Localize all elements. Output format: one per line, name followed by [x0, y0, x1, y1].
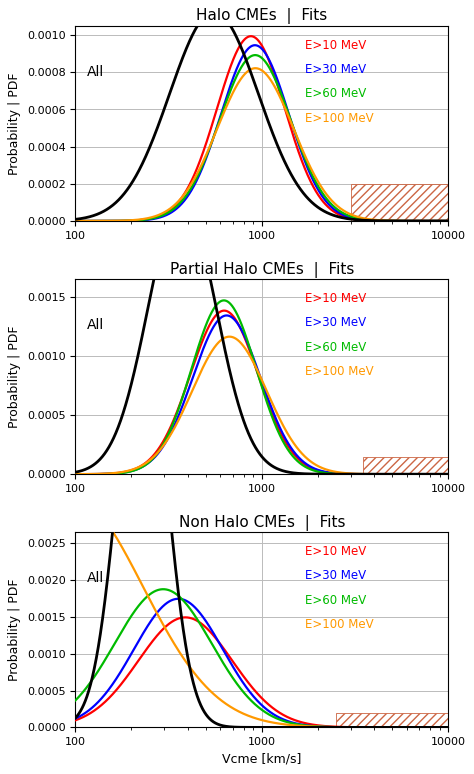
Text: E>10 MeV: E>10 MeV: [305, 545, 366, 558]
Text: E>30 MeV: E>30 MeV: [305, 63, 366, 76]
Text: E>30 MeV: E>30 MeV: [305, 570, 366, 582]
Title: Non Halo CMEs  |  Fits: Non Halo CMEs | Fits: [179, 515, 345, 531]
Text: All: All: [87, 65, 104, 79]
Bar: [336, 713, 448, 728]
Bar: [351, 184, 448, 221]
Text: E>60 MeV: E>60 MeV: [305, 87, 366, 101]
Title: Partial Halo CMEs  |  Fits: Partial Halo CMEs | Fits: [170, 262, 354, 278]
Text: All: All: [87, 318, 104, 332]
Text: E>10 MeV: E>10 MeV: [305, 292, 366, 305]
X-axis label: Vcme [km/s]: Vcme [km/s]: [222, 752, 301, 765]
Text: E>30 MeV: E>30 MeV: [305, 316, 366, 329]
Text: E>60 MeV: E>60 MeV: [305, 341, 366, 354]
Text: E>100 MeV: E>100 MeV: [305, 111, 373, 125]
Title: Halo CMEs  |  Fits: Halo CMEs | Fits: [196, 9, 328, 24]
Text: All: All: [87, 571, 104, 585]
Text: E>100 MeV: E>100 MeV: [305, 618, 373, 631]
Text: E>60 MeV: E>60 MeV: [305, 594, 366, 607]
Text: E>10 MeV: E>10 MeV: [305, 39, 366, 52]
Y-axis label: Probability | PDF: Probability | PDF: [9, 325, 21, 428]
Y-axis label: Probability | PDF: Probability | PDF: [9, 579, 21, 681]
Text: E>100 MeV: E>100 MeV: [305, 365, 373, 378]
Y-axis label: Probability | PDF: Probability | PDF: [9, 72, 21, 175]
Bar: [363, 457, 448, 474]
